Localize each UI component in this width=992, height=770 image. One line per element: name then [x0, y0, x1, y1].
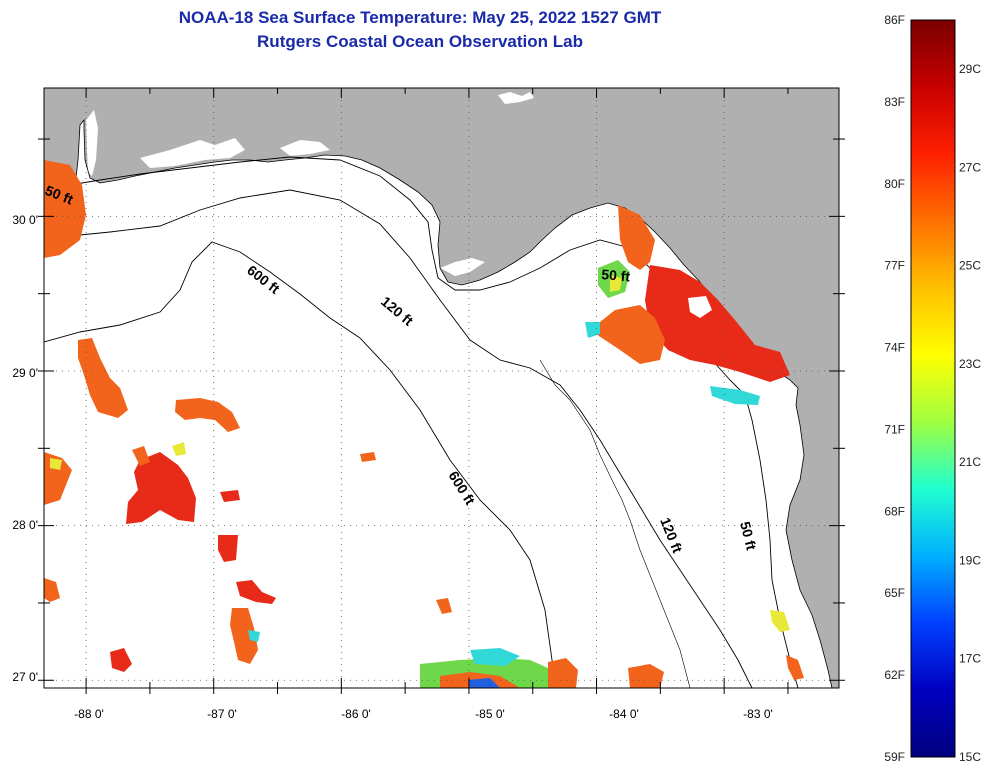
map-subtitle: Rutgers Coastal Ocean Observation Lab: [257, 32, 583, 51]
colorbar-f-label: 86F: [884, 13, 905, 27]
inland-lakes: [498, 92, 534, 104]
colorbar-c-label: 25C: [959, 259, 981, 273]
colorbar-f-label: 59F: [884, 750, 905, 764]
apalachee-bay: [440, 258, 485, 276]
colorbar-f-label: 74F: [884, 341, 905, 355]
x-tick-label: -87 0': [207, 707, 237, 721]
colorbar-c-label: 29C: [959, 62, 981, 76]
colorbar-c-label: 23C: [959, 357, 981, 371]
st-andrew-bay: [280, 140, 330, 156]
coastline: [44, 118, 833, 688]
colorbar-f-label: 62F: [884, 668, 905, 682]
colorbar-c-label: 17C: [959, 652, 981, 666]
contour-label-50ft-south: 50 ft: [737, 520, 760, 552]
mobile-bay: [86, 110, 98, 176]
colorbar-c-label: 21C: [959, 455, 981, 469]
y-axis-labels: 30 0' 29 0' 28 0' 27 0': [12, 213, 38, 684]
contour-50ft: [44, 156, 799, 688]
colorbar-f-label: 68F: [884, 504, 905, 518]
y-tick-label: 30 0': [12, 213, 38, 227]
contour-600ft: [44, 241, 556, 688]
colorbar: 86F 83F 80F 77F 74F 71F 68F 65F 62F 59F 29C 27C 25C…: [884, 13, 981, 764]
x-tick-label: -84 0': [609, 707, 639, 721]
sst-patches: [44, 160, 804, 688]
colorbar-f-label: 83F: [884, 95, 905, 109]
tick-marks: [38, 88, 845, 694]
land-mass: [44, 88, 839, 688]
colorbar-c-label: 27C: [959, 160, 981, 174]
colorbar-f-label: 65F: [884, 586, 905, 600]
colorbar-f-label: 71F: [884, 422, 905, 436]
colorbar-c-label: 19C: [959, 553, 981, 567]
x-tick-label: -83 0': [743, 707, 773, 721]
y-tick-label: 28 0': [12, 518, 38, 532]
y-tick-label: 29 0': [12, 366, 38, 380]
x-axis-labels: -88 0' -87 0' -86 0' -85 0' -84 0' -83 0…: [74, 707, 773, 721]
y-tick-label: 27 0': [12, 670, 38, 684]
colorbar-c-label: 15C: [959, 750, 981, 764]
x-tick-label: -86 0': [341, 707, 371, 721]
contour-120ft: [44, 189, 753, 688]
colorbar-f-label: 77F: [884, 259, 905, 273]
map-frame: [43, 87, 840, 689]
colorbar-gradient: [910, 19, 956, 758]
contour-shelf-detail: [539, 359, 691, 688]
x-tick-label: -85 0': [475, 707, 505, 721]
x-tick-label: -88 0': [74, 707, 104, 721]
contour-label-50ft-bigbend: 50 ft: [601, 266, 631, 284]
map-title: NOAA-18 Sea Surface Temperature: May 25,…: [178, 8, 662, 27]
coastal-lagoons: [140, 138, 245, 168]
grid-lines: [44, 88, 839, 688]
colorbar-f-label: 80F: [884, 177, 905, 191]
